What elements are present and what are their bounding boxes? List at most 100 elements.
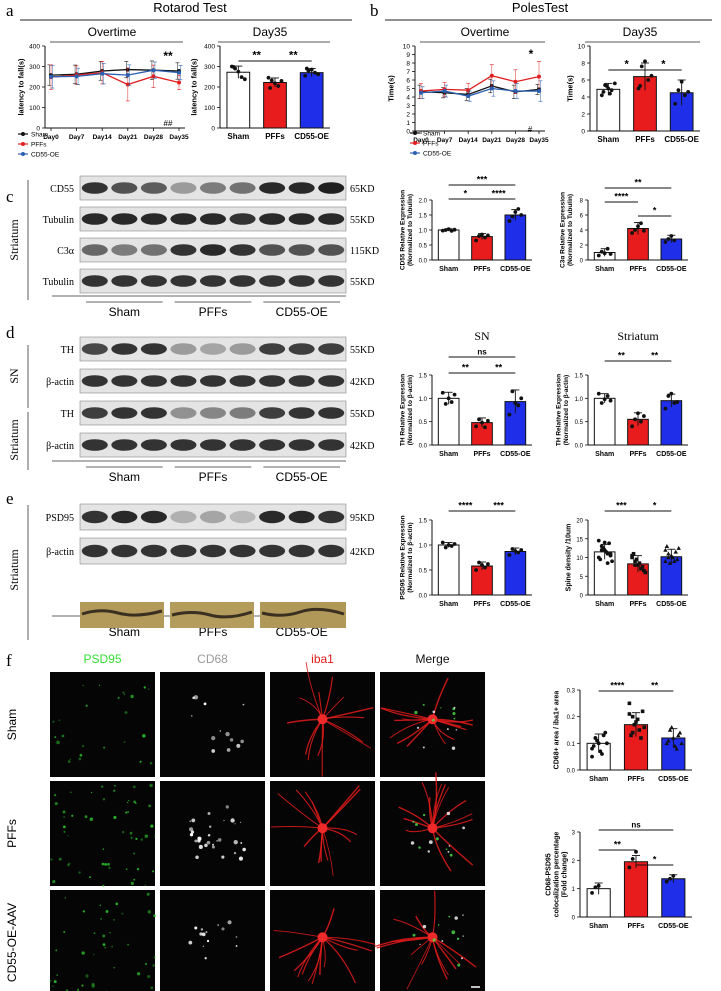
chart-a-day35-point-1-5 [268,86,273,90]
micro-dot-1-0-50 [133,852,136,855]
micro-merge-dot-2-6 [437,924,440,926]
chart-e-spine-ytick-label-3: 15 [576,537,583,543]
micro-dot-2-0-7 [105,910,109,913]
micro-dot-1-0-13 [89,817,94,821]
chart-d-striatum-point-0-0 [596,391,601,396]
chart-e-spine-point-1-11 [633,563,637,567]
chart-c-cd55-sig-0: *** [477,175,488,185]
chart-b-overtime: 0 12 34 56 78 910 Day0 Day7 Day14 Day21 Day28 Day35… [387,44,549,145]
micro-dot-2-0-15 [100,917,103,920]
chart-c-cd55-point-2-2 [513,210,518,214]
chart-d-striatum-point-1-0 [630,424,634,429]
micro-process-0-3-8 [380,707,433,720]
blot-d-band-3-3 [170,439,197,451]
micro-dot-1-1-13 [225,805,229,809]
chart-d-sn-title: SN [474,329,490,343]
micro-dot-2-0-22 [52,985,54,987]
micro-dot-1-0-39 [50,858,53,861]
chart-e-spine-point-1-7 [637,561,642,565]
micro-dot-1-1-7 [233,840,238,845]
micro-dot-1-0-52 [133,800,136,804]
micro-dot-1-1-19 [240,842,243,844]
blot-d-size-label-2: 55KD [350,409,374,420]
blot-d-band-0-6 [259,343,286,355]
chart-c-cd55-point-0-3 [449,229,454,233]
micro-dot-1-1-25 [238,856,244,861]
chart-a-day35-point-0-4 [242,77,247,82]
chart-b-overtime-xtick-label-4: Day28 [506,137,526,144]
chart-e-spine-point-0-11 [599,548,604,552]
chart-f-coloc-ylabel-line-2: (Fold change) [561,852,568,898]
chart-c-cd55-ylabel-line-1: (Normalized to Tubulin) [407,194,414,266]
micro-dot-1-0-21 [54,793,57,797]
chart-e-spine-point-2-11 [666,555,671,560]
chart-e-spine-point-0-7 [604,549,609,554]
micro-dot-1-0-30 [70,791,72,794]
chart-f-coloc-sig-1: ** [614,840,622,850]
chart-e-spine-point-2-7 [670,555,676,560]
micro-dot-1-1-5 [189,833,194,837]
chart-e-spine-ylabel-line-0: Spine density /10um [565,524,572,592]
chart-a-day35-ytick-label-4: 400 [204,44,215,51]
micro-dot-1-0-33 [67,864,70,867]
micro-dot-2-0-37 [99,904,101,907]
chart-e-spine-point-2-8 [673,549,678,554]
chart-b-day35-cat-label-1: PFFs [635,135,655,144]
chart-a-overtime-ytick-label-2: 200 [29,85,40,92]
chart-b-day35-point-1-4 [649,73,654,78]
blot-e-group-label-1: PFFs [199,625,228,639]
blot-d-band-1-6 [259,375,286,387]
micro-dot-2-0-34 [85,974,89,978]
chart-a-overtime-point-2-4 [151,68,156,73]
chart-e-spine-point-1-2 [636,563,640,567]
blot-d-band-2-7 [288,407,315,419]
blot-c-band-1-0 [81,213,108,225]
micro-dot-2-1-5 [194,926,198,930]
chart-f-cd68-point-0-5 [591,744,596,748]
micro-merge-dot-1-6 [445,848,448,851]
chart-d-striatum-point-1-4 [642,414,646,418]
chart-e-spine-cat-label-0: Sham [595,601,614,608]
micro-dot-0-0-9 [139,760,142,763]
chart-b-day35-point-2-0 [673,101,678,106]
chart-e-psd95-ylabel-line-1: (Normalized to β-actin) [407,522,414,592]
chart-c-c3a-point-2-3 [672,238,677,243]
blot-c-size-label-0: 65KD [350,184,374,195]
micro-merge-dot-2-12 [412,933,416,937]
chart-a-overtime-ytick-label-0: 0 [36,126,40,133]
blot-c-row-label-1: Tubulin [43,215,74,226]
chart-b-overtime-ytick-label-8: 8 [406,61,410,68]
chart-a-day35-ytick-label-2: 200 [204,85,215,92]
chart-f-cd68-point-1-4 [640,709,645,714]
micro-dot-2-1-13 [221,927,225,931]
micro-dot-1-0-18 [52,880,56,884]
micro-merge-dot-2-1 [422,924,427,929]
chart-e-psd95-point-1-0 [474,568,478,572]
micro-dot-1-0-7 [62,810,66,814]
chart-f-cd68-point-1-11 [630,730,635,735]
micro-process-1-2-12 [321,788,361,829]
micro-dot-1-0-51 [144,834,149,839]
chart-d-sn-point-1-3 [483,425,487,430]
blot-d-group-label-0: Sham [109,470,140,484]
chart-f-cd68-point-1-8 [639,736,643,740]
chart-e-psd95-bar-0 [437,544,460,596]
chart-b-day35-point-1-5 [638,84,643,88]
micro-merge-dot-2-8 [448,915,451,918]
chart-c-cd55-ylabel: CD55 Relative Expression (Normalized to T… [400,190,415,270]
chart-b-overtime-ytick-label-7: 7 [406,69,410,76]
chart-e-psd95-point-1-1 [477,560,481,565]
chart-f-coloc-cat-label-2: CD55-OE [658,923,689,930]
chart-c-cd55-point-2-1 [510,214,515,219]
chart-f-cd68-sig-0: **** [610,681,625,691]
chart-a-overtime-ylabel: latency to fall(s) [17,58,26,116]
panel-letter-d: d [6,323,15,342]
chart-b-day35-cat-label-0: Sham [597,135,619,144]
blot-c-band-0-5 [229,182,256,194]
chart-f-cd68-point-1-10 [627,712,632,716]
chart-b-overtime-ytick-label-3: 3 [406,103,410,110]
chart-d-sn-sig-0: ns [477,348,487,357]
chart-f-cd68-sig-1: ** [651,681,659,691]
micro-dot-0-0-14 [123,741,126,743]
blot-d-band-0-4 [199,343,227,355]
